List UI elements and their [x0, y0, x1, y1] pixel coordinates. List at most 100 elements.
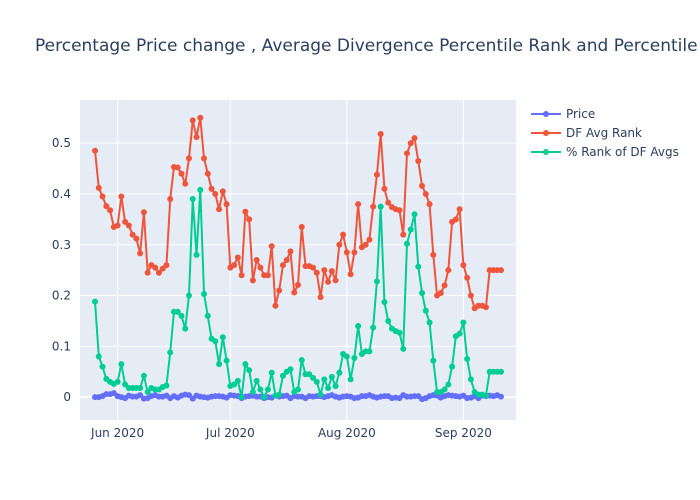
data-point[interactable] [122, 381, 129, 388]
data-point[interactable] [92, 298, 99, 305]
data-point[interactable] [351, 249, 358, 256]
data-point[interactable] [355, 323, 362, 330]
data-point[interactable] [140, 372, 147, 379]
data-point[interactable] [193, 251, 200, 258]
data-point[interactable] [298, 223, 305, 230]
data-point[interactable] [415, 157, 422, 164]
data-point[interactable] [174, 308, 181, 315]
data-point[interactable] [351, 355, 358, 362]
data-point[interactable] [370, 324, 377, 331]
data-point[interactable] [264, 386, 271, 393]
data-point[interactable] [400, 231, 407, 238]
data-point[interactable] [464, 356, 471, 363]
data-point[interactable] [201, 155, 208, 162]
data-point[interactable] [144, 269, 151, 276]
legend-item-0[interactable]: Price [531, 107, 595, 121]
data-point[interactable] [321, 376, 328, 383]
data-point[interactable] [377, 203, 384, 210]
data-point[interactable] [212, 338, 219, 345]
data-point[interactable] [268, 243, 275, 250]
data-point[interactable] [400, 345, 407, 352]
data-point[interactable] [298, 357, 305, 364]
data-point[interactable] [460, 262, 467, 269]
data-point[interactable] [321, 267, 328, 274]
data-point[interactable] [355, 201, 362, 208]
data-point[interactable] [336, 369, 343, 376]
data-point[interactable] [422, 307, 429, 314]
data-point[interactable] [257, 386, 264, 393]
data-point[interactable] [306, 371, 313, 378]
data-point[interactable] [208, 185, 215, 192]
data-point[interactable] [332, 382, 339, 389]
data-point[interactable] [328, 268, 335, 275]
legend-item-2[interactable]: % Rank of DF Avgs [531, 145, 679, 159]
data-point[interactable] [125, 222, 132, 229]
data-point[interactable] [370, 203, 377, 210]
data-point[interactable] [92, 147, 99, 154]
data-point[interactable] [140, 209, 147, 216]
data-point[interactable] [437, 290, 444, 297]
data-point[interactable] [242, 208, 249, 215]
data-point[interactable] [340, 231, 347, 238]
data-point[interactable] [178, 170, 185, 177]
data-point[interactable] [167, 349, 174, 356]
data-point[interactable] [283, 257, 290, 263]
data-point[interactable] [449, 363, 456, 370]
data-point[interactable] [182, 325, 189, 332]
data-point[interactable] [482, 392, 489, 399]
data-point[interactable] [253, 257, 260, 263]
data-point[interactable] [238, 394, 245, 401]
data-point[interactable] [249, 389, 256, 396]
data-point[interactable] [460, 319, 467, 326]
data-point[interactable] [159, 265, 166, 272]
data-point[interactable] [482, 304, 489, 311]
data-point[interactable] [272, 302, 279, 309]
data-point[interactable] [182, 180, 189, 187]
data-point[interactable] [347, 271, 354, 278]
data-point[interactable] [332, 277, 339, 284]
data-point[interactable] [201, 291, 208, 298]
legend[interactable]: Price DF Avg Rank % Rank of DF Avgs [531, 107, 679, 159]
data-point[interactable] [234, 377, 241, 384]
data-point[interactable] [452, 216, 459, 223]
data-point[interactable] [261, 394, 268, 401]
data-point[interactable] [456, 206, 463, 213]
data-point[interactable] [174, 164, 181, 171]
data-point[interactable] [257, 264, 264, 271]
data-point[interactable] [216, 361, 223, 368]
data-point[interactable] [234, 254, 241, 261]
data-point[interactable] [313, 378, 320, 385]
data-point[interactable] [347, 376, 354, 383]
data-point[interactable] [430, 357, 437, 364]
data-point[interactable] [426, 201, 433, 208]
data-point[interactable] [407, 140, 414, 147]
data-point[interactable] [137, 250, 144, 257]
data-point[interactable] [385, 317, 392, 324]
data-point[interactable] [276, 391, 283, 398]
data-point[interactable] [133, 235, 140, 242]
data-point[interactable] [291, 289, 298, 296]
data-point[interactable] [419, 182, 426, 189]
data-point[interactable] [163, 262, 170, 269]
data-point[interactable] [411, 211, 418, 218]
data-point[interactable] [122, 218, 129, 225]
data-point[interactable] [137, 392, 144, 399]
data-point[interactable] [441, 386, 448, 393]
data-point[interactable] [396, 329, 403, 336]
data-point[interactable] [366, 348, 373, 355]
data-point[interactable] [189, 196, 196, 203]
data-point[interactable] [385, 199, 392, 206]
data-point[interactable] [231, 381, 238, 388]
data-point[interactable] [381, 299, 388, 306]
data-point[interactable] [467, 376, 474, 383]
data-point[interactable] [152, 264, 159, 271]
data-point[interactable] [144, 389, 151, 396]
data-point[interactable] [456, 330, 463, 337]
data-point[interactable] [99, 363, 106, 370]
data-point[interactable] [325, 385, 332, 391]
data-point[interactable] [118, 193, 125, 200]
data-point[interactable] [264, 272, 271, 279]
data-point[interactable] [223, 357, 230, 364]
data-point[interactable] [129, 231, 136, 238]
data-point[interactable] [381, 185, 388, 192]
